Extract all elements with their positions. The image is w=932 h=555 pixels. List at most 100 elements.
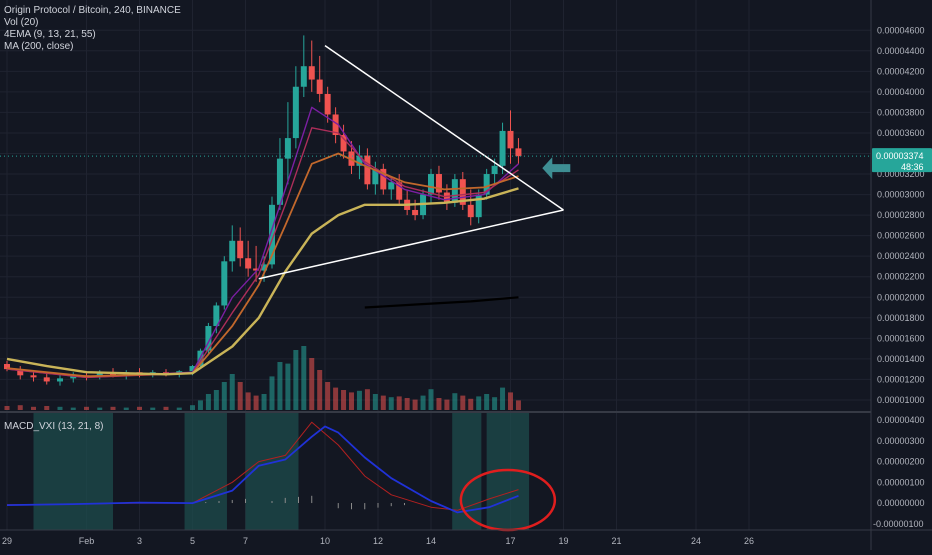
candle-body	[507, 130, 514, 149]
volume-bar	[396, 396, 402, 410]
candle-body	[372, 168, 379, 185]
x-tick-label: 21	[611, 536, 621, 546]
candle-body	[443, 192, 450, 203]
y-tick-label: 0.00004200	[877, 66, 925, 76]
macd-y-tick-label: 0.00000300	[877, 436, 925, 446]
candle-body	[348, 151, 355, 166]
candle-body	[491, 165, 498, 175]
volume-bar	[253, 395, 259, 410]
volume-bar	[97, 407, 103, 410]
indicator-vol: Vol (20)	[4, 17, 39, 28]
x-tick-label: 10	[320, 536, 330, 546]
y-tick-label: 0.00004400	[877, 46, 925, 56]
volume-bar	[277, 362, 283, 410]
volume-bar	[31, 406, 36, 410]
x-tick-label: 19	[558, 536, 568, 546]
price-badge-value: 0.00003374	[876, 151, 924, 161]
macd-highlight-zone-1	[184, 412, 227, 530]
candle-body	[428, 174, 434, 195]
y-tick-label: 0.00004600	[877, 25, 925, 35]
macd-title: MACD_VXI (13, 21, 8)	[4, 421, 104, 432]
y-tick-label: 0.00002200	[877, 272, 925, 282]
volume-bar	[372, 394, 378, 410]
volume-bar	[444, 399, 450, 410]
candle-body	[356, 155, 363, 166]
volume-bar	[221, 382, 227, 410]
volume-bar	[436, 398, 442, 410]
y-tick-label: 0.00001600	[877, 333, 925, 343]
y-tick-label: 0.00003000	[877, 190, 925, 200]
candle-body	[483, 174, 490, 195]
candle-body	[70, 375, 77, 379]
candle-body	[205, 326, 212, 351]
ma200-line	[364, 296, 519, 309]
candle-body	[364, 155, 371, 185]
macd-y-tick-label: -0.00000100	[873, 519, 924, 529]
volume-bar	[197, 400, 203, 410]
indicator-ema: 4EMA (9, 13, 21, 55)	[4, 29, 96, 40]
volume-bar	[492, 397, 498, 410]
candle-body	[332, 114, 339, 136]
candle-body	[308, 66, 315, 80]
volume-bar	[301, 346, 307, 410]
candle-body	[396, 182, 403, 200]
y-tick-label: 0.00002000	[877, 292, 925, 302]
volume-bar	[364, 389, 370, 410]
volume-bar	[293, 350, 299, 410]
trendline-0	[324, 45, 564, 211]
candle-body	[316, 79, 323, 94]
x-tick-label: 14	[426, 536, 436, 546]
macd-y-tick-label: 0.00000200	[877, 457, 925, 467]
indicator-ma: MA (200, close)	[4, 41, 74, 52]
volume-bar	[269, 376, 275, 410]
candle-body	[412, 209, 419, 216]
candle-body	[4, 364, 10, 370]
candle-body	[475, 194, 482, 218]
y-tick-label: 0.00002800	[877, 210, 925, 220]
candle-body	[269, 204, 275, 265]
macd-y-tick-label: 0.00000100	[877, 477, 925, 487]
candle-body	[57, 378, 63, 382]
candle-body	[300, 66, 307, 87]
macd-histogram	[205, 495, 405, 510]
candle-body	[499, 130, 506, 166]
macd-y-tick-label: 0.00000000	[877, 498, 925, 508]
grid-lines	[0, 0, 871, 530]
candle-body	[43, 377, 50, 382]
x-tick-label: 26	[744, 536, 754, 546]
candle-body	[515, 148, 522, 157]
volume-bar	[57, 406, 63, 410]
x-tick-label: 17	[505, 536, 515, 546]
y-tick-label: 0.00003200	[877, 169, 925, 179]
x-tick-label: 5	[190, 536, 195, 546]
candle-body	[324, 93, 331, 115]
volume-bar	[460, 395, 466, 410]
volume-bar	[404, 398, 410, 410]
volume-bar	[468, 398, 474, 410]
volume-bar	[420, 395, 426, 410]
x-tick-label: 7	[243, 536, 248, 546]
volume-bars	[4, 346, 521, 410]
volume-bar	[317, 370, 323, 410]
candle-body	[17, 369, 24, 376]
candle-body	[276, 158, 283, 205]
x-tick-label: Feb	[79, 536, 95, 546]
annotation-arrow	[542, 157, 571, 180]
volume-bar	[123, 407, 129, 410]
x-tick-label: 3	[137, 536, 142, 546]
candle-body	[467, 204, 474, 218]
chart-legend: Origin Protocol / Bitcoin, 240, BINANCE …	[4, 5, 181, 53]
volume-bar	[341, 390, 347, 410]
volume-bar	[412, 399, 418, 410]
volume-bar	[245, 392, 251, 410]
volume-bar	[476, 396, 482, 410]
volume-bar	[110, 406, 116, 410]
candle-body	[261, 264, 268, 271]
volume-bar	[500, 387, 506, 410]
volume-bar	[4, 406, 10, 410]
volume-bar	[150, 407, 156, 410]
price-badge-bg	[872, 148, 932, 173]
ema55-line	[6, 187, 519, 376]
